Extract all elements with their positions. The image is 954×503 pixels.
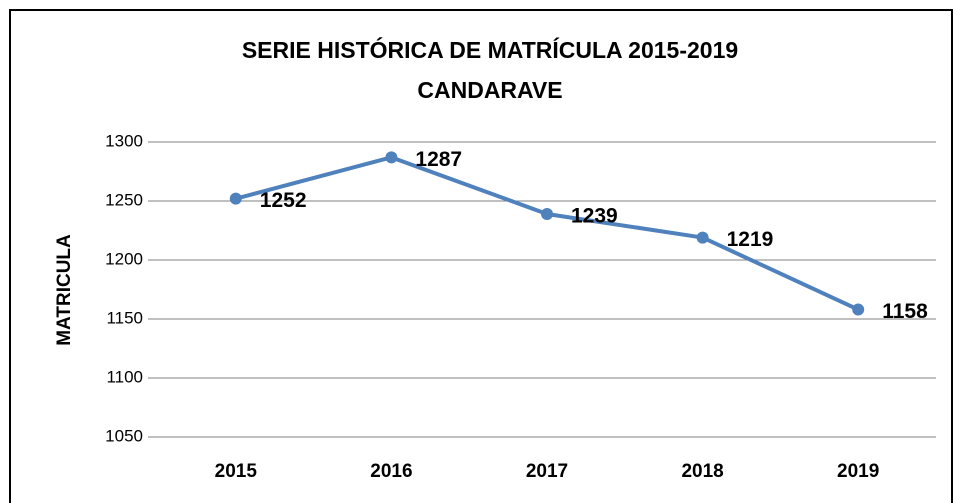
data-point [852,303,865,316]
y-tick-label: 1300 [105,131,143,150]
data-point [541,207,553,220]
data-point [229,192,242,205]
data-point [696,231,709,244]
x-tick-label: 2019 [837,461,879,482]
chart-title: CANDARAVE [417,77,562,103]
x-tick-label: 2015 [215,461,258,482]
data-label: 1239 [571,205,618,228]
y-tick-label: 1050 [105,426,143,445]
data-label: 1219 [727,228,774,251]
y-tick-label: 1100 [106,367,143,386]
data-point [385,151,398,164]
y-tick-label: 1200 [105,249,143,268]
y-axis-label: MATRICULA [54,234,75,346]
data-label: 1287 [415,148,462,171]
chart-frame [9,9,953,503]
data-label: 1158 [882,300,928,323]
y-tick-label: 1150 [106,308,143,327]
x-tick-label: 2017 [526,461,568,482]
data-label: 1252 [260,189,307,212]
chart-title: SERIE HISTÓRICA DE MATRÍCULA 2015-2019 [242,36,738,63]
x-tick-label: 2016 [370,461,412,482]
x-tick-label: 2018 [681,461,723,482]
y-tick-label: 1250 [105,190,143,209]
